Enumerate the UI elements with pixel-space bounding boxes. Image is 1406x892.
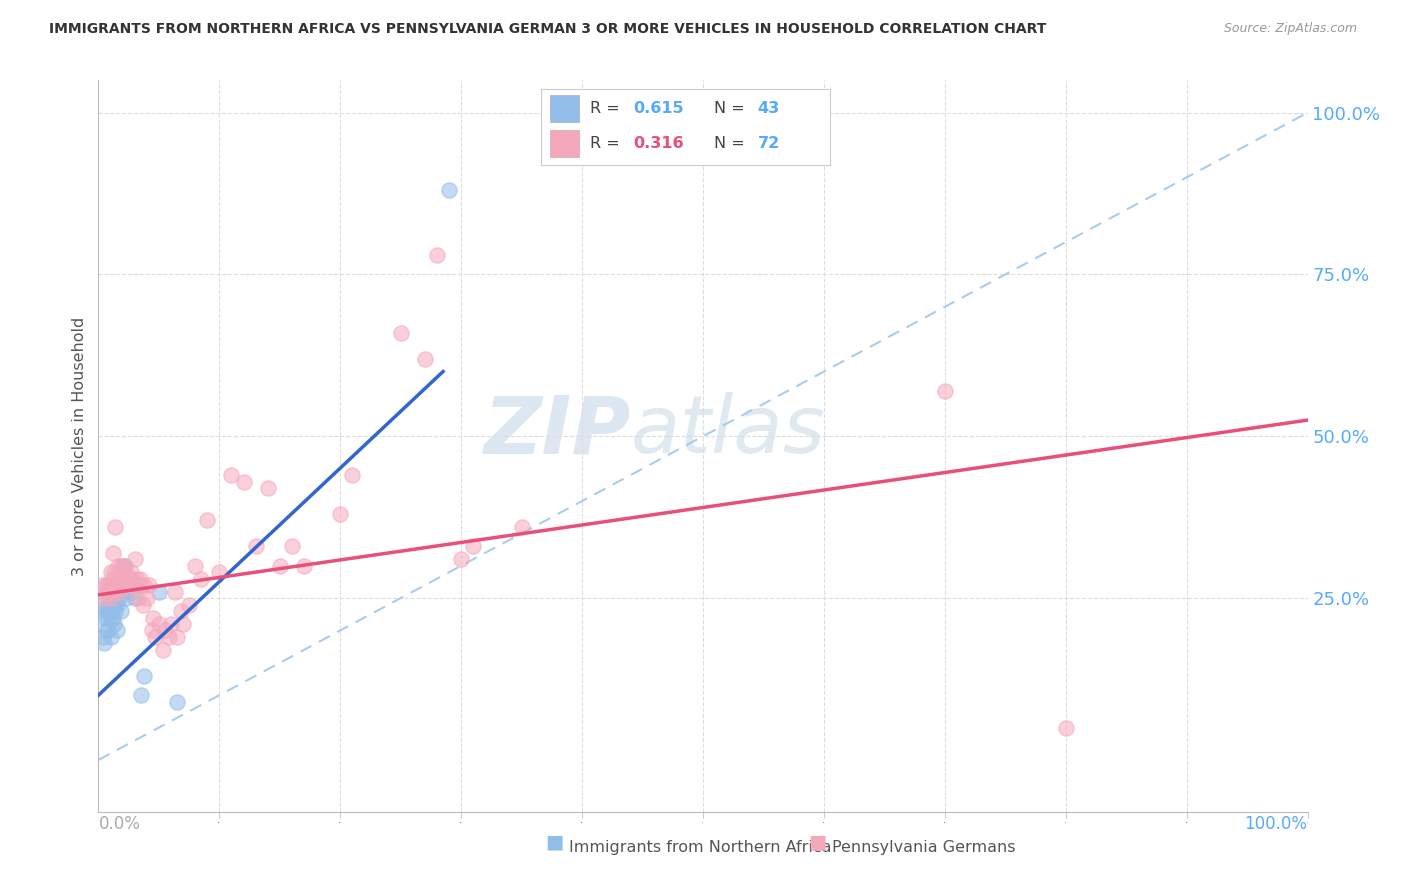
Text: Source: ZipAtlas.com: Source: ZipAtlas.com <box>1223 22 1357 36</box>
Bar <box>550 130 579 158</box>
Y-axis label: 3 or more Vehicles in Household: 3 or more Vehicles in Household <box>72 317 87 575</box>
Text: IMMIGRANTS FROM NORTHERN AFRICA VS PENNSYLVANIA GERMAN 3 OR MORE VEHICLES IN HOU: IMMIGRANTS FROM NORTHERN AFRICA VS PENNS… <box>49 22 1046 37</box>
Text: Immigrants from Northern Africa: Immigrants from Northern Africa <box>569 839 832 855</box>
Text: 0.0%: 0.0% <box>98 815 141 833</box>
Text: Pennsylvania Germans: Pennsylvania Germans <box>832 839 1017 855</box>
Text: ■: ■ <box>546 833 564 852</box>
Text: 72: 72 <box>758 136 780 152</box>
Text: R =: R = <box>591 101 620 116</box>
Text: 0.316: 0.316 <box>634 136 685 152</box>
Text: 0.615: 0.615 <box>634 101 685 116</box>
Text: R =: R = <box>591 136 620 152</box>
Text: N =: N = <box>714 136 745 152</box>
Text: 100.0%: 100.0% <box>1244 815 1308 833</box>
Text: ZIP: ZIP <box>484 392 630 470</box>
Text: ■: ■ <box>808 833 827 852</box>
Text: atlas: atlas <box>630 392 825 470</box>
Text: 43: 43 <box>758 101 780 116</box>
Bar <box>550 95 579 122</box>
Text: N =: N = <box>714 101 745 116</box>
